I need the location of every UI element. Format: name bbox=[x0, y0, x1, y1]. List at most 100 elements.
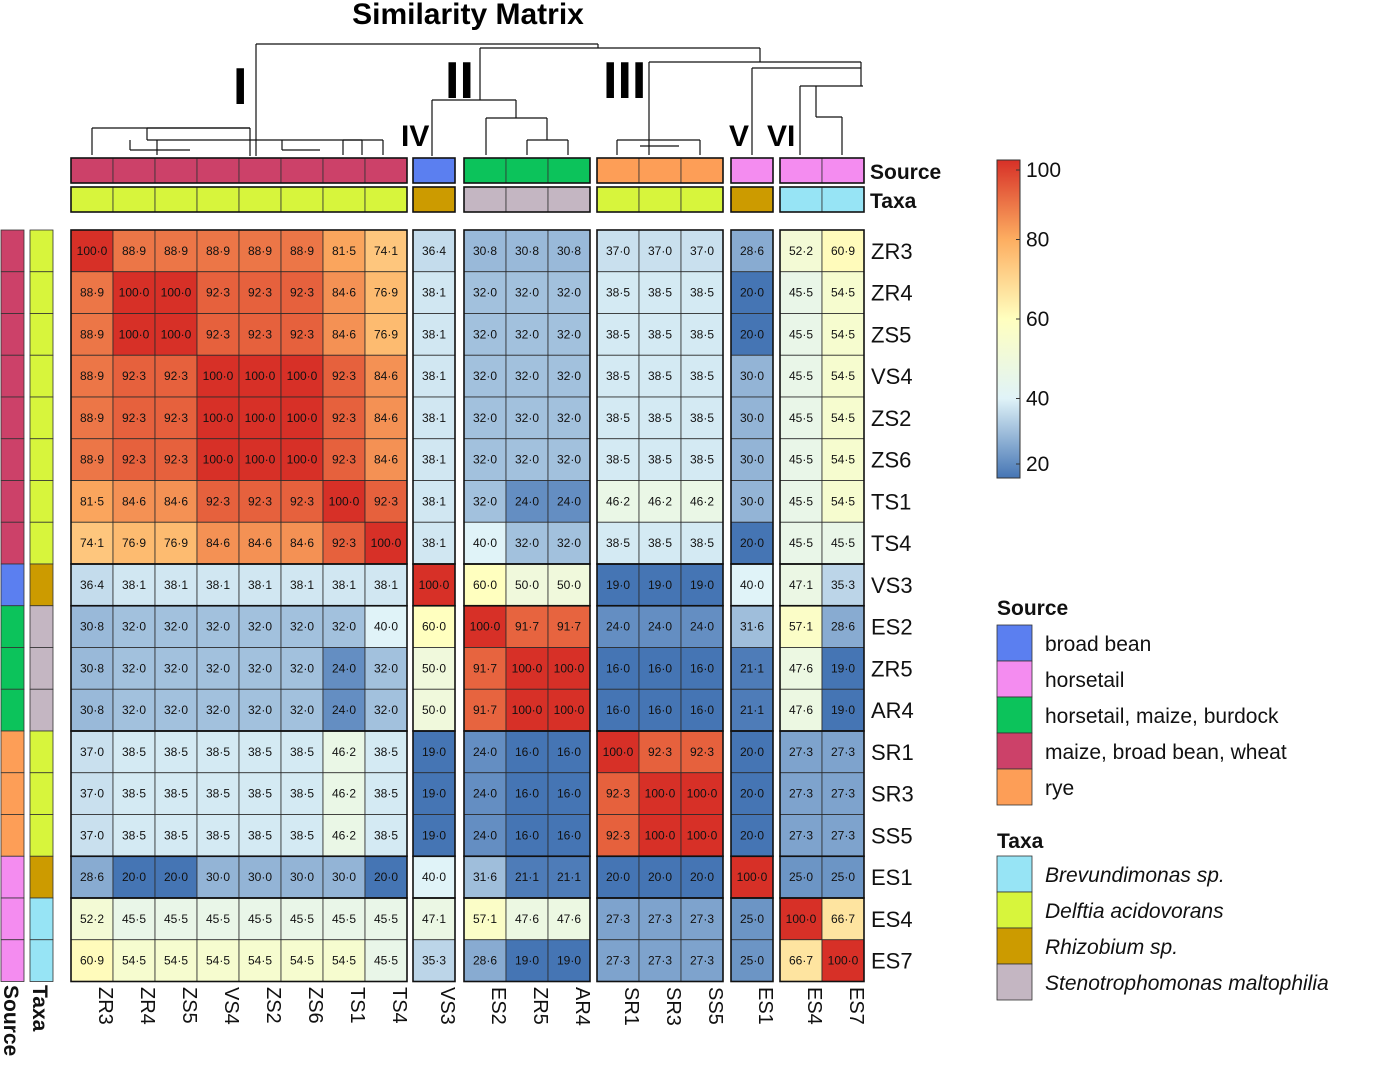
row-label: ES2 bbox=[871, 615, 913, 640]
heatmap-cell bbox=[412, 354, 456, 398]
cell-value-label: 45·5 bbox=[374, 912, 398, 926]
column-label: ZS2 bbox=[262, 987, 284, 1024]
heatmap-cell bbox=[547, 229, 591, 273]
taxa-row-annotation-cell bbox=[29, 939, 54, 982]
cell-value-label: 45·5 bbox=[248, 912, 272, 926]
heatmap-cell bbox=[112, 939, 156, 982]
cell-value-label: 32·0 bbox=[515, 536, 539, 550]
cell-value-label: 21·1 bbox=[557, 870, 581, 884]
cell-value-label: 100·0 bbox=[203, 453, 234, 467]
heatmap-cell bbox=[596, 897, 640, 941]
source-annotation-block bbox=[596, 157, 724, 184]
color-scale-legend: 100 80 60 40 20 bbox=[996, 159, 1061, 479]
heatmap-cell bbox=[680, 438, 724, 481]
cell-value-label: 38·1 bbox=[164, 578, 188, 592]
cell-value-label: 32·0 bbox=[473, 286, 497, 300]
cell-value-label: 38·5 bbox=[374, 745, 398, 759]
cell-value-label: 24·0 bbox=[332, 661, 356, 675]
heatmap-cell bbox=[364, 354, 408, 398]
heatmap-cell bbox=[196, 939, 240, 982]
heatmap-cell bbox=[412, 563, 456, 607]
cell-value-label: 81·5 bbox=[80, 494, 104, 508]
cell-value-label: 19·0 bbox=[831, 703, 855, 717]
cell-value-label: 16·0 bbox=[515, 745, 539, 759]
cell-value-label: 84·6 bbox=[374, 411, 398, 425]
cell-value-label: 38·5 bbox=[164, 787, 188, 801]
heatmap-cell bbox=[596, 688, 640, 732]
cell-value-label: 92·3 bbox=[332, 411, 356, 425]
row-label: SR3 bbox=[871, 782, 914, 807]
cell-value-label: 32·0 bbox=[374, 703, 398, 717]
taxa-annotation-cell bbox=[154, 186, 198, 213]
heatmap-cell bbox=[196, 271, 240, 314]
cell-value-label: 38·5 bbox=[606, 286, 630, 300]
cell-value-label: 30·0 bbox=[740, 494, 764, 508]
cell-value-label: 92·3 bbox=[332, 453, 356, 467]
taxa-annotation-cell bbox=[196, 186, 240, 213]
heatmap-cell bbox=[154, 313, 198, 356]
cell-value-label: 27·3 bbox=[648, 954, 672, 968]
source-legend-title: Source bbox=[997, 597, 1068, 620]
heatmap-cell bbox=[112, 688, 156, 732]
cell-value-label: 38·5 bbox=[690, 411, 714, 425]
cell-value-label: 38·5 bbox=[290, 828, 314, 842]
cell-value-label: 32·0 bbox=[515, 327, 539, 341]
cell-value-label: 84·6 bbox=[164, 494, 188, 508]
heatmap-cell bbox=[364, 396, 408, 440]
cell-value-label: 88·9 bbox=[290, 244, 314, 258]
heatmap-cell bbox=[505, 688, 549, 732]
cell-value-label: 84·6 bbox=[332, 327, 356, 341]
cell-value-label: 46·2 bbox=[332, 745, 356, 759]
heatmap-cell bbox=[364, 814, 408, 857]
cell-value-label: 88·9 bbox=[80, 453, 104, 467]
source-annotation-label: Source bbox=[870, 161, 941, 184]
cell-value-label: 20·0 bbox=[740, 787, 764, 801]
column-label: SR1 bbox=[620, 987, 642, 1026]
heatmap-cell bbox=[112, 271, 156, 314]
taxa-annotation-label: Taxa bbox=[870, 190, 917, 213]
cell-value-label: 32·0 bbox=[164, 661, 188, 675]
cell-value-label: 32·0 bbox=[206, 620, 230, 634]
taxa-annotation-cell bbox=[412, 186, 456, 213]
cell-value-label: 25·0 bbox=[789, 870, 813, 884]
row-label: ZS6 bbox=[871, 448, 911, 473]
cell-value-label: 88·9 bbox=[248, 244, 272, 258]
cell-value-label: 27·3 bbox=[789, 828, 813, 842]
cell-value-label: 50·0 bbox=[422, 661, 446, 675]
cell-value-label: 24·0 bbox=[690, 620, 714, 634]
cell-value-label: 25·0 bbox=[740, 954, 764, 968]
source-row-annotation-cell bbox=[0, 688, 25, 732]
heatmap-cell bbox=[364, 688, 408, 732]
source-annotation-cell bbox=[779, 157, 823, 184]
heatmap-cell bbox=[821, 897, 865, 941]
cell-value-label: 24·0 bbox=[557, 494, 581, 508]
cell-value-label: 60·9 bbox=[831, 244, 855, 258]
taxa-annotation-cell bbox=[821, 186, 865, 213]
taxa-annotation-cell bbox=[463, 186, 507, 213]
taxa-annotation-cell bbox=[70, 186, 114, 213]
cell-value-label: 38·5 bbox=[164, 745, 188, 759]
taxa-legend-label: Delftia acidovorans bbox=[1045, 900, 1224, 923]
cell-value-label: 100·0 bbox=[203, 411, 234, 425]
heatmap-cell bbox=[596, 939, 640, 982]
cell-value-label: 76·9 bbox=[374, 286, 398, 300]
heatmap-cell bbox=[112, 605, 156, 648]
heatmap-cell bbox=[730, 647, 774, 690]
cell-value-label: 81·5 bbox=[332, 244, 356, 258]
cell-value-label: 88·9 bbox=[164, 244, 188, 258]
source-row-annotation-cell bbox=[0, 855, 25, 899]
heatmap-cell bbox=[596, 354, 640, 398]
taxa-row-annotation-cell bbox=[29, 396, 54, 440]
cell-value-label: 38·1 bbox=[422, 536, 446, 550]
heatmap-cell bbox=[638, 438, 682, 481]
heatmap-cell bbox=[364, 772, 408, 815]
heatmap-cell bbox=[463, 313, 507, 356]
heatmap-cell bbox=[730, 271, 774, 314]
heatmap-cell bbox=[364, 730, 408, 774]
column-label: ZR4 bbox=[136, 987, 158, 1025]
colorbar-tick-label: 20 bbox=[1026, 453, 1049, 476]
heatmap-cell bbox=[463, 396, 507, 440]
source-annotation-cell bbox=[112, 157, 156, 184]
cell-value-label: 76·9 bbox=[164, 536, 188, 550]
cell-value-label: 37·0 bbox=[648, 244, 672, 258]
